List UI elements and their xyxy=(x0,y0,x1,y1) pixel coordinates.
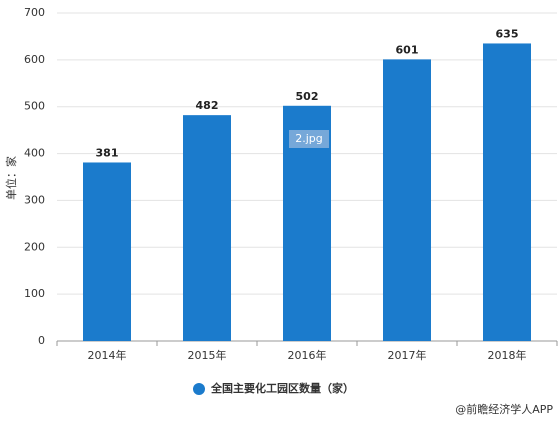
value-label: 635 xyxy=(496,27,519,40)
annotation: 2.jpg xyxy=(295,132,323,145)
y-tick-label: 500 xyxy=(24,100,45,113)
legend-label: 全国主要化工园区数量（家） xyxy=(210,381,354,395)
legend-marker xyxy=(193,383,205,395)
y-axis-title: 单位：家 xyxy=(4,156,18,200)
y-tick-label: 700 xyxy=(24,6,45,19)
value-label: 482 xyxy=(196,99,219,112)
bar xyxy=(83,162,131,341)
annotation-box xyxy=(289,130,329,148)
y-tick-label: 200 xyxy=(24,240,45,253)
y-tick-label: 600 xyxy=(24,53,45,66)
bar xyxy=(183,115,231,341)
source: @前瞻经济学人APP xyxy=(455,402,553,416)
x-tick-label: 2017年 xyxy=(388,348,427,362)
value-label: 381 xyxy=(96,146,119,159)
x-tick-label: 2014年 xyxy=(88,348,127,362)
value-label: 502 xyxy=(296,90,319,103)
bar xyxy=(383,59,431,341)
x-tick-label: 2015年 xyxy=(188,348,227,362)
y-tick-label: 300 xyxy=(24,193,45,206)
bar xyxy=(483,43,531,341)
x-tick-label: 2016年 xyxy=(288,348,327,362)
value-label: 601 xyxy=(396,43,419,56)
y-tick-label: 0 xyxy=(38,334,45,347)
y-tick-label: 100 xyxy=(24,287,45,300)
y-tick-label: 400 xyxy=(24,147,45,160)
x-tick-label: 2018年 xyxy=(488,348,527,362)
